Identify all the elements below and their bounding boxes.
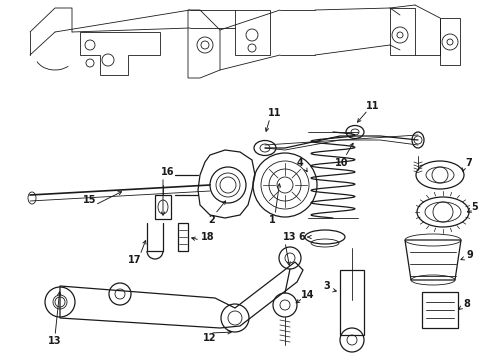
Text: 6: 6	[298, 232, 305, 242]
Text: 15: 15	[83, 195, 97, 205]
Text: 11: 11	[366, 101, 380, 111]
Text: 17: 17	[128, 255, 142, 265]
Text: 18: 18	[201, 232, 215, 242]
Text: 9: 9	[466, 250, 473, 260]
Text: 11: 11	[268, 108, 282, 118]
Text: 16: 16	[161, 167, 175, 177]
Text: 5: 5	[471, 202, 478, 212]
Text: 1: 1	[269, 215, 275, 225]
Text: 13: 13	[48, 336, 62, 346]
Text: 4: 4	[296, 158, 303, 168]
Text: 8: 8	[464, 299, 470, 309]
Text: 3: 3	[323, 281, 330, 291]
Text: 14: 14	[301, 290, 315, 300]
Text: 12: 12	[203, 333, 217, 343]
Text: 7: 7	[466, 158, 472, 168]
Text: 2: 2	[209, 215, 216, 225]
Text: 13: 13	[283, 232, 297, 242]
Text: 10: 10	[335, 158, 349, 168]
